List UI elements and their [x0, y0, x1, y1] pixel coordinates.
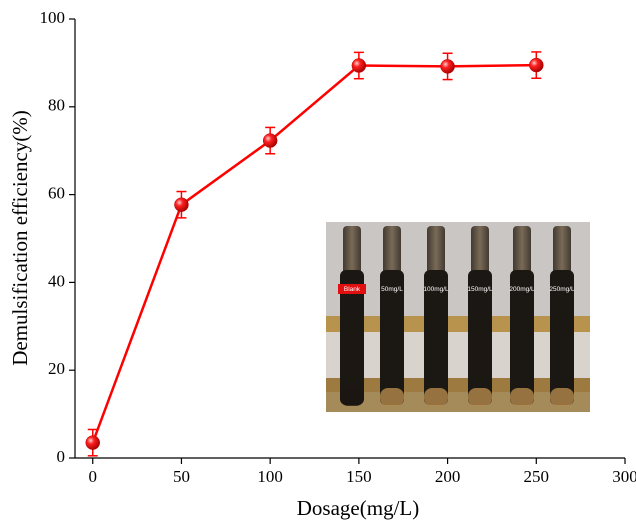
tube-neck [471, 226, 489, 276]
x-tick-label: 300 [612, 467, 636, 486]
inset-label: 200mg/L [509, 286, 535, 293]
tube-neck [553, 226, 571, 276]
tube-neck [427, 226, 445, 276]
label-bg [338, 284, 366, 294]
inset-label: 50mg/L [381, 286, 403, 293]
y-tick-label: 20 [48, 359, 65, 378]
tube [468, 270, 492, 405]
point [85, 435, 100, 450]
x-axis-label: Dosage(mg/L) [297, 496, 419, 520]
inset-label: Blank [344, 286, 361, 293]
y-tick-label: 80 [48, 96, 65, 115]
tube-bottom [468, 388, 492, 406]
tube [380, 270, 404, 405]
point [440, 59, 455, 74]
tube [510, 270, 534, 405]
tubes: Blank 50mg/L 100mg/L 150mg/L 200mg/L 250mg/L [338, 226, 575, 406]
inset-label: 100mg/L [423, 286, 449, 293]
inset-label: 250mg/L [549, 286, 575, 293]
tube [340, 270, 364, 405]
y-tick-label: 100 [40, 8, 66, 27]
tube-bottom [510, 388, 534, 406]
tube [424, 270, 448, 405]
tube-bottom [340, 388, 364, 406]
x-tick-label: 0 [88, 467, 97, 486]
x-tick-label: 50 [173, 467, 190, 486]
tube-bottom [380, 388, 404, 406]
point [529, 57, 544, 73]
y-axis-label: Demulsification efficiency(%) [8, 110, 32, 366]
tube-neck [513, 226, 531, 276]
x-tick-label: 250 [524, 467, 550, 486]
x-tick-label: 150 [346, 467, 372, 486]
line [91, 63, 537, 444]
tube-neck [383, 226, 401, 276]
x-tick-label: 100 [257, 467, 283, 486]
y-tick-label: 40 [48, 271, 65, 290]
photo-wall [326, 222, 590, 317]
inset-label: 150mg/L [467, 286, 493, 293]
plot: 0 20 40 60 80 100 0 50 100 150 200 250 300 [40, 8, 636, 486]
point [351, 58, 367, 73]
tube-neck [343, 226, 361, 276]
tube-bottom [424, 388, 448, 406]
tube [550, 270, 574, 405]
y-tick-label: 60 [48, 184, 65, 203]
point [174, 197, 189, 212]
x-tick-label: 200 [435, 467, 461, 486]
y-tick-label: 0 [57, 447, 66, 466]
tube-bottom [550, 388, 574, 406]
point [262, 133, 278, 148]
